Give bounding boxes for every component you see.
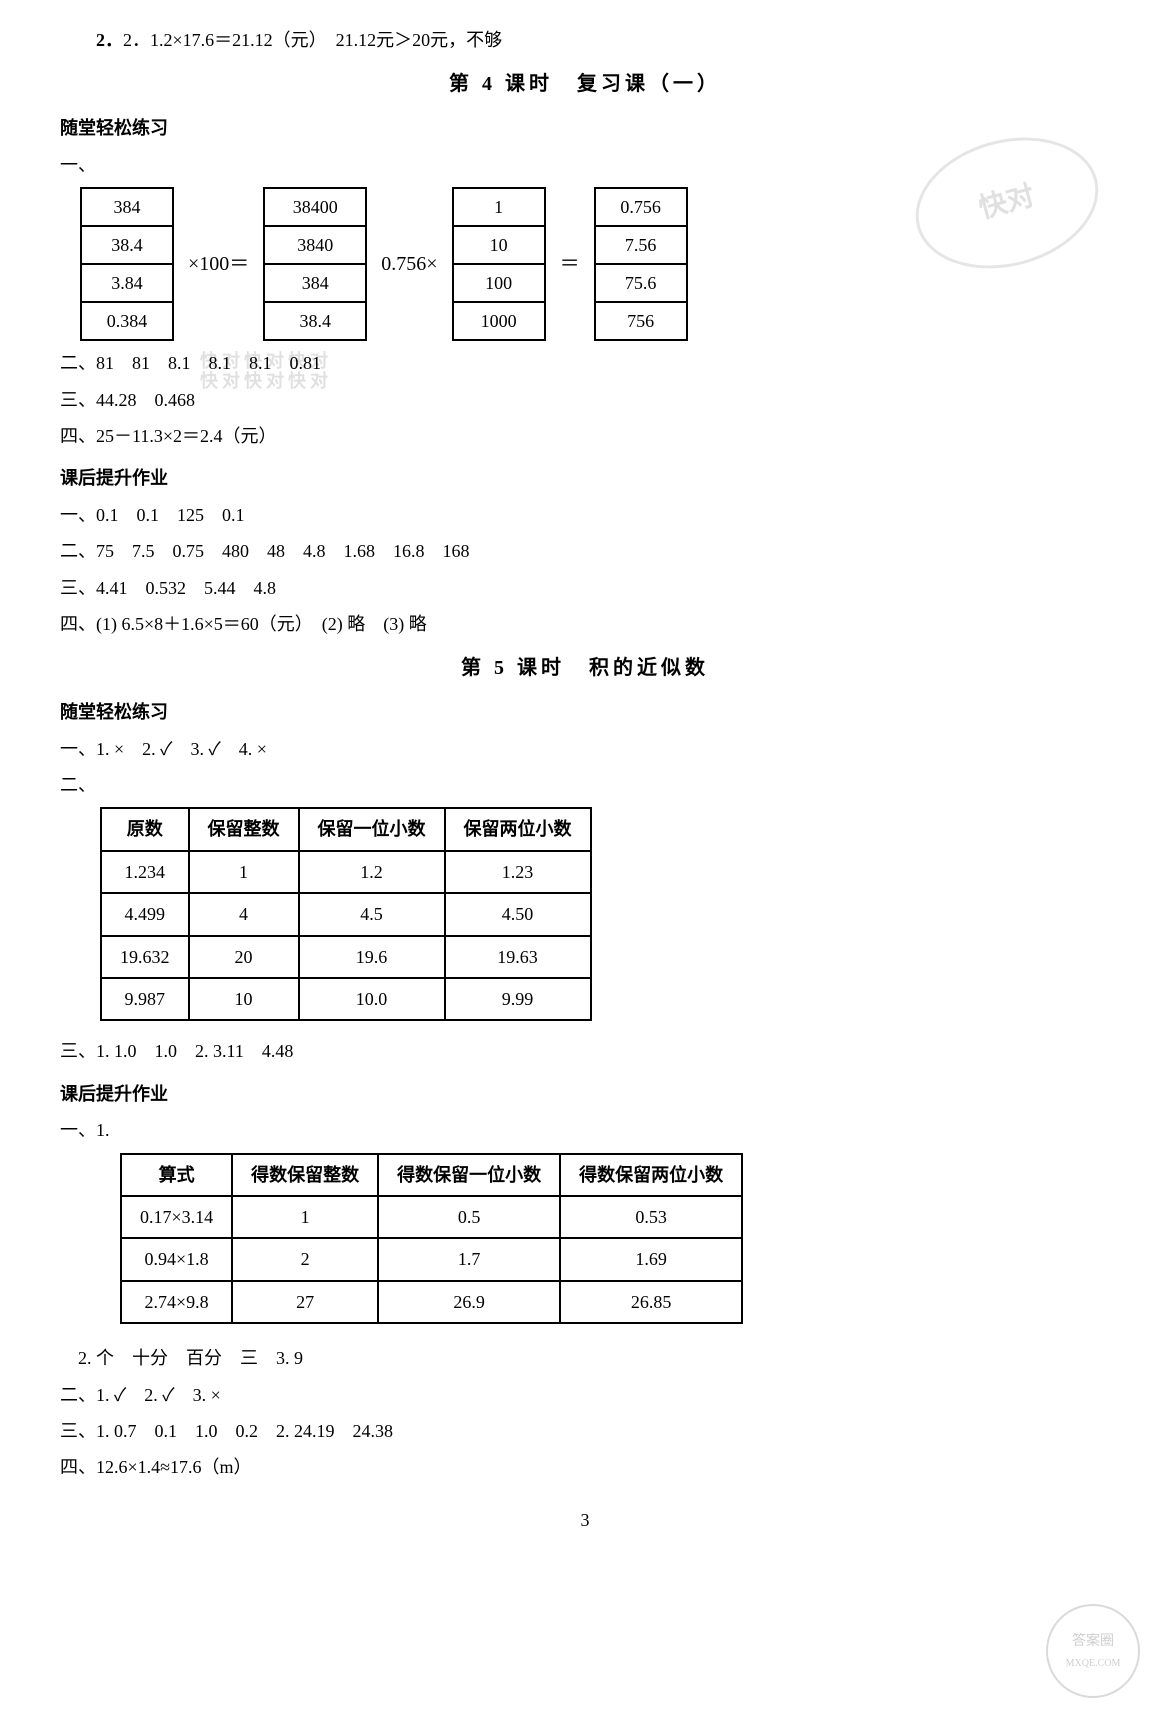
cell: 756 [594,303,688,341]
cell: 0.756 [594,187,688,227]
easy-practice-title: 随堂轻松练习 [60,112,1110,144]
table-row: 0.94×1.821.71.69 [121,1238,742,1280]
th: 保留一位小数 [299,808,445,850]
mult2-left-col: 1 10 100 1000 [452,187,546,341]
l5-q3: 三、1. 1.0 1.0 2. 3.11 4.48 [60,1035,1110,1067]
ans-4: 四、25－11.3×2＝2.4（元） [60,420,1110,452]
cell: 384 [80,187,174,227]
source-stamp-line2: MXQE.COM [1066,1655,1121,1673]
th: 得数保留两位小数 [560,1154,742,1196]
cell: 38.4 [80,227,174,265]
cell: 38400 [263,187,367,227]
page-number: 3 [60,1504,1110,1536]
ans-2: 二、81 81 8.1 8.1 8.1 0.81 [60,347,1110,379]
cell: 10 [452,227,546,265]
cell: 1000 [452,303,546,341]
cell: 0.384 [80,303,174,341]
lesson5-title: 第 5 课时 积的近似数 [60,650,1110,686]
th: 得数保留一位小数 [378,1154,560,1196]
c2: 2. 个 十分 百分 三 3. 9 [60,1342,1110,1374]
cell: 1 [452,187,546,227]
after-a3: 三、4.41 0.532 5.44 4.8 [60,572,1110,604]
after-a2: 二、75 7.5 0.75 480 48 4.8 1.68 16.8 168 [60,535,1110,567]
th: 保留两位小数 [445,808,591,850]
table-row: 0.17×3.1410.50.53 [121,1196,742,1238]
l5-q2-label: 二、 [60,769,1110,801]
c3: 二、1. ✓ 2. ✓ 3. × [60,1379,1110,1411]
top-problem-text: 2．1.2×17.6＝21.12（元） 21.12元＞20元，不够 [123,30,502,50]
mult2-prefix: 0.756× [377,246,441,282]
after-class-title: 课后提升作业 [60,462,1110,494]
cell: 7.56 [594,227,688,265]
source-stamp-icon: 答案圈 MXQE.COM [1046,1604,1140,1698]
lesson4-title: 第 4 课时 复习课（一） [60,66,1110,102]
th: 得数保留整数 [232,1154,378,1196]
q1-label: 一、 [60,149,1110,181]
mult1-right-col: 38400 3840 384 38.4 [263,187,367,341]
ans-3: 三、44.28 0.468 [60,384,1110,416]
cell: 100 [452,265,546,303]
mult1-op: ×100＝ [184,246,253,282]
th: 原数 [101,808,189,850]
top-problem: 2．2．1.2×17.6＝21.12（元） 21.12元＞20元，不够 [60,24,1110,56]
mult1-left-col: 384 38.4 3.84 0.384 [80,187,174,341]
th: 保留整数 [189,808,299,850]
after-a4: 四、(1) 6.5×8＋1.6×5＝60（元） (2) 略 (3) 略 [60,608,1110,640]
mult2-eq: ＝ [556,246,584,282]
after-a1: 一、0.1 0.1 125 0.1 [60,499,1110,531]
cell: 3.84 [80,265,174,303]
l5-q1: 一、1. × 2. ✓ 3. ✓ 4. × [60,733,1110,765]
table-header-row: 原数 保留整数 保留一位小数 保留两位小数 [101,808,591,850]
table-row: 19.6322019.619.63 [101,936,591,978]
c4: 三、1. 0.7 0.1 1.0 0.2 2. 24.19 24.38 [60,1415,1110,1447]
cell: 75.6 [594,265,688,303]
cell: 384 [263,265,367,303]
table-row: 1.23411.21.23 [101,851,591,893]
table-row: 9.9871010.09.99 [101,978,591,1020]
c5: 四、12.6×1.4≈17.6（m） [60,1451,1110,1483]
cell: 3840 [263,227,367,265]
source-stamp-line1: 答案圈 [1066,1629,1121,1654]
cell: 38.4 [263,303,367,341]
c1-label: 一、1. [60,1114,1110,1146]
table-row: 2.74×9.82726.926.85 [121,1281,742,1323]
easy-practice-title-2: 随堂轻松练习 [60,696,1110,728]
multiply-diagram: 384 38.4 3.84 0.384 ×100＝ 38400 3840 384… [80,187,1110,341]
rounding-table-1: 原数 保留整数 保留一位小数 保留两位小数 1.23411.21.23 4.49… [100,807,592,1021]
table-row: 4.49944.54.50 [101,893,591,935]
mult2-right-col: 0.756 7.56 75.6 756 [594,187,688,341]
after-class-title-2: 课后提升作业 [60,1078,1110,1110]
table-header-row: 算式 得数保留整数 得数保留一位小数 得数保留两位小数 [121,1154,742,1196]
th: 算式 [121,1154,232,1196]
rounding-table-2: 算式 得数保留整数 得数保留一位小数 得数保留两位小数 0.17×3.1410.… [120,1153,743,1325]
